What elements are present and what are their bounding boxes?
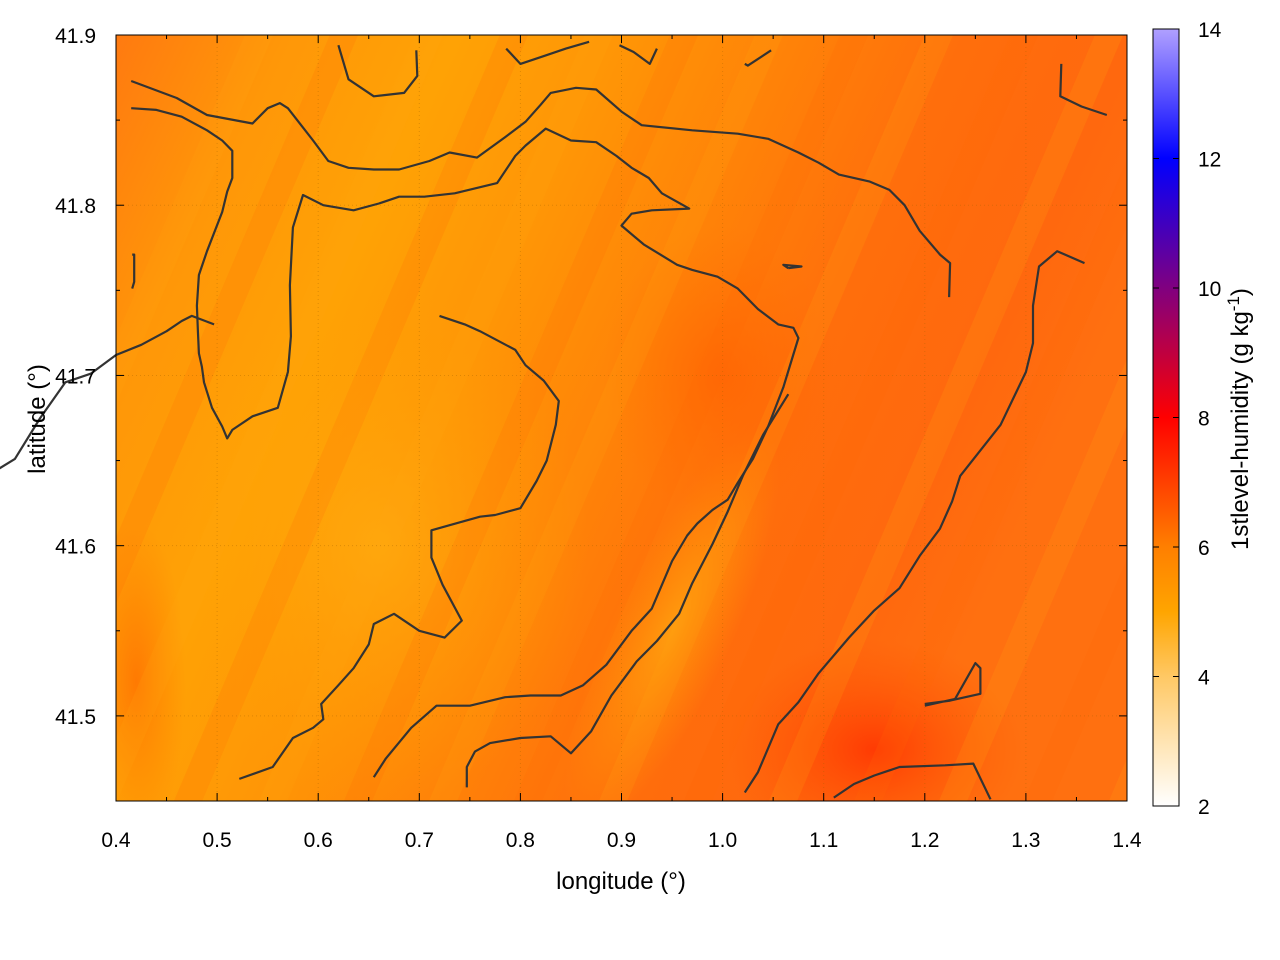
heatmap-streak [428,35,784,801]
y-tick-label: 41.9 [55,25,96,48]
x-tick-label: 1.1 [809,829,838,852]
x-tick-label: 0.9 [607,829,636,852]
colorbar-tick-label: 14 [1198,19,1222,42]
contour-line [130,79,952,298]
heatmap-streak [938,358,1127,801]
heatmap-streak [598,35,954,801]
contour-line [0,314,215,470]
contour-line [131,253,136,289]
contour-line [1059,63,1108,117]
x-axis-label: longitude (°) [556,868,686,895]
colorbar-label-sup: -1 [1224,296,1243,311]
y-tick-label: 41.5 [55,706,96,729]
x-tick-label: 0.4 [101,829,131,852]
colorbar-label-close: ) [1227,288,1254,296]
heatmap-dry-band [168,285,589,801]
heatmap-streak [513,35,869,801]
heatmap-streak [1023,558,1127,801]
heatmap-streak [853,159,1127,801]
colorbar-tick-label: 4 [1198,667,1210,690]
contour-line [337,44,419,98]
x-tick-label: 0.8 [506,829,535,852]
heatmap-moist-patch [724,639,1025,801]
heatmap-streak [768,35,1124,801]
x-tick-label: 1.2 [910,829,939,852]
colorbar-tick-label: 10 [1198,278,1221,301]
contour-line [238,314,560,780]
heatmap-dry-streak [564,429,780,801]
contour-line [743,250,1085,794]
colorbar-tick-label: 12 [1198,149,1221,172]
y-tick-label: 41.8 [55,195,96,218]
y-tick-label: 41.7 [55,365,96,388]
colorbar-tick-label: 6 [1198,537,1210,560]
heatmap-moist-center [602,225,843,526]
x-tick-label: 1.4 [1112,829,1142,852]
colorbar-label-main: 1stlevel-humidity (g kg [1227,311,1254,550]
heatmap-streak [173,35,529,801]
contour-line [505,40,590,65]
contour-line [782,263,803,270]
x-tick-label: 1.0 [708,829,737,852]
y-axis-label: latitude (°) [24,364,51,474]
x-tick-label: 0.5 [202,829,231,852]
heatmap-moist-west [116,521,187,801]
heatmap-streak [116,35,359,604]
colorbar-label: 1stlevel-humidity (g kg-1) [1224,288,1254,550]
contour-line [619,44,658,65]
y-tick-label: 41.6 [55,536,96,559]
contour-line [744,49,772,67]
x-tick-label: 0.7 [405,829,434,852]
contour-line [465,393,790,788]
contour-line [131,107,800,778]
contour-line [833,762,992,800]
colorbar-tick-label: 2 [1198,796,1210,819]
colorbar-tick-label: 8 [1198,408,1210,431]
x-tick-label: 1.3 [1011,829,1040,852]
x-tick-label: 0.6 [304,829,333,852]
heatmap-streak [258,35,614,801]
contour-line [924,662,982,707]
heatmap-streak [116,35,444,801]
heatmap-streak [683,35,1039,801]
heatmap-streak [343,35,699,801]
